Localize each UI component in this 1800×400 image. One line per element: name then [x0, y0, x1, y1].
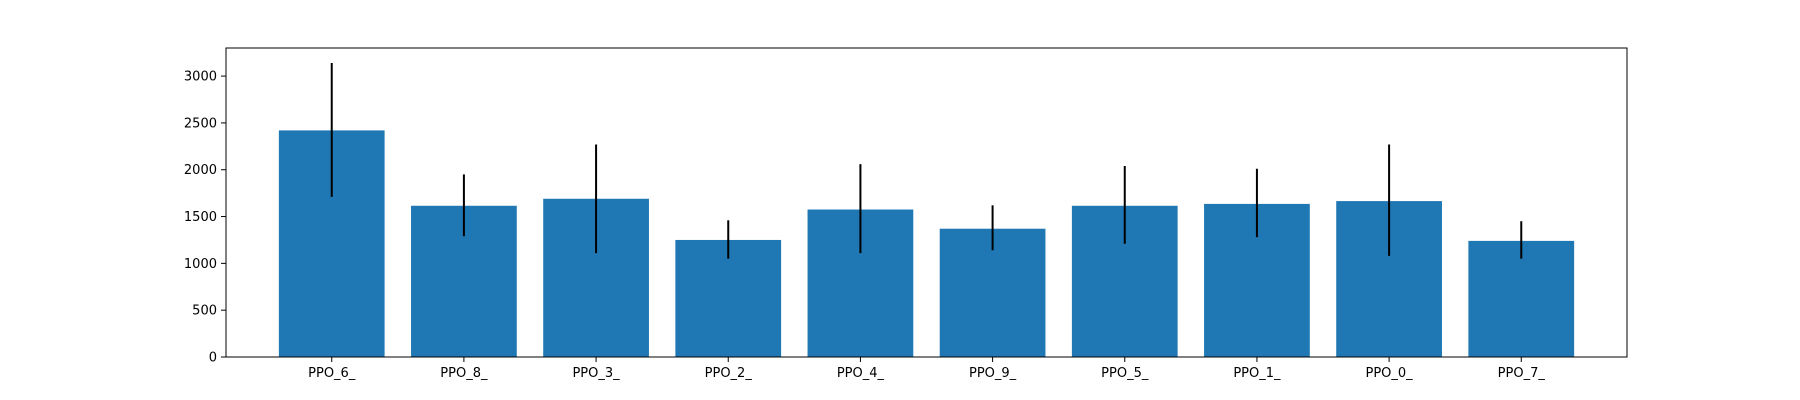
- x-tick-label: PPO_9_: [969, 366, 1017, 381]
- plot-frame: [225, 47, 1628, 358]
- y-tick-label: 0: [209, 351, 217, 366]
- x-tick-label: PPO_7_: [1498, 366, 1546, 381]
- y-tick-label: 2500: [184, 116, 217, 131]
- x-axis: PPO_6_ PPO_8_ PPO_3_ PPO_2_ PPO_4_ PPO_9_ PPO_…: [308, 357, 1545, 381]
- y-tick-label: 2000: [184, 163, 217, 178]
- x-tick-label: PPO_6_: [308, 366, 356, 381]
- bar-ppo-2: [675, 239, 782, 357]
- x-tick-label: PPO_4_: [837, 366, 885, 381]
- x-tick-label: PPO_8_: [440, 366, 488, 381]
- y-tick-label: 3000: [184, 70, 217, 85]
- error-bars-layer: [330, 62, 1523, 259]
- y-tick-label: 1000: [184, 257, 217, 272]
- bars-layer: [278, 130, 1575, 357]
- x-tick-label: PPO_2_: [705, 366, 753, 381]
- y-tick-label: 1500: [184, 210, 217, 225]
- x-tick-label: PPO_5_: [1101, 366, 1149, 381]
- x-tick-label: PPO_0_: [1366, 366, 1414, 381]
- bar-ppo-7: [1468, 240, 1575, 357]
- y-axis: 0 500 1000 1500 2000 2500 3000: [184, 70, 226, 366]
- x-tick-label: PPO_3_: [572, 366, 620, 381]
- x-tick-label: PPO_1_: [1233, 366, 1281, 381]
- y-tick-label: 500: [192, 304, 217, 319]
